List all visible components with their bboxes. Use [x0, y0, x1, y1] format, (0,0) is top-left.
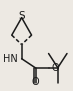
Text: S: S: [18, 11, 25, 21]
Text: O: O: [51, 63, 59, 73]
Text: O: O: [31, 77, 39, 87]
Text: HN: HN: [3, 54, 17, 64]
